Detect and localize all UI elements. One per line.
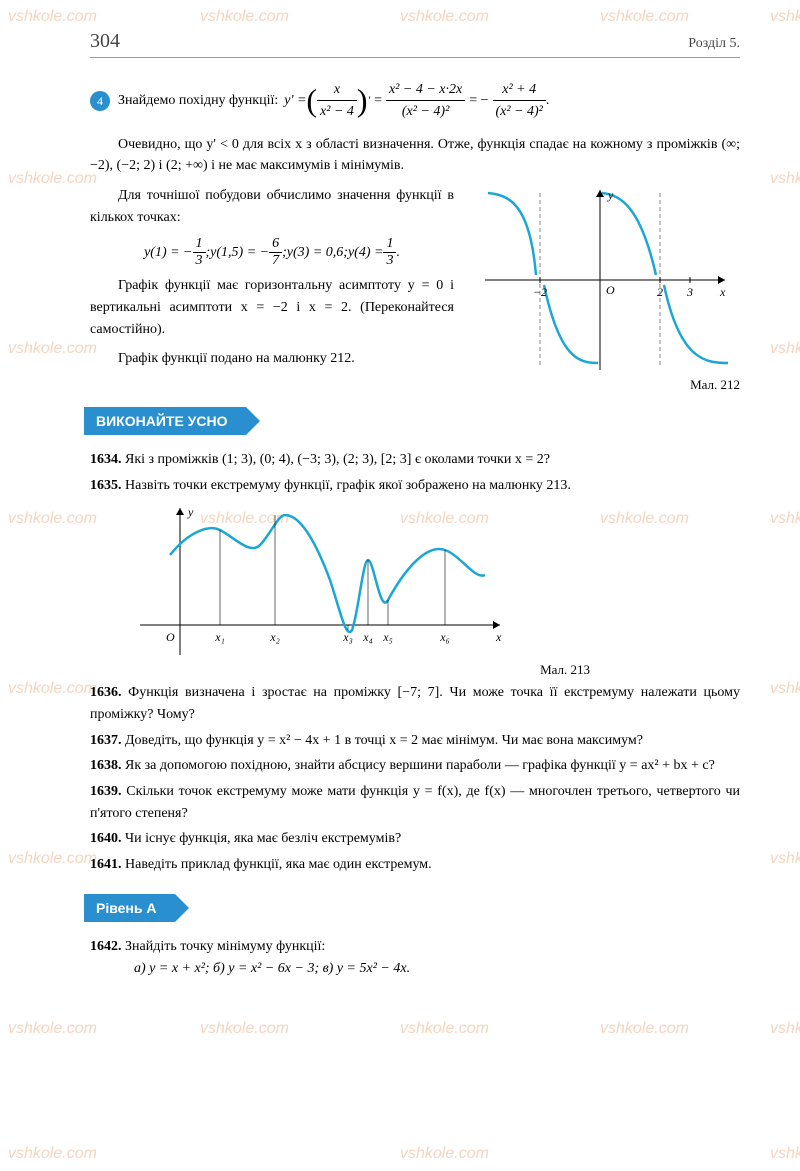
svg-text:x₂: x₂	[269, 630, 280, 644]
ribbon-level-a: Рівень А	[84, 894, 175, 922]
ex-1638: 1638. Як за допомогою похідною, знайти а…	[90, 755, 740, 777]
deriv-dot: .	[546, 90, 550, 112]
para-left2: Графік функції має горизонтальну асимпто…	[90, 275, 454, 340]
para-left3: Графік функції подано на малюнку 212.	[90, 348, 454, 370]
svg-text:2: 2	[657, 285, 663, 299]
figure-212: −2 2 3 Oy x Мал. 212	[480, 185, 740, 393]
svg-text:x₁: x₁	[214, 630, 225, 644]
eq1: =	[374, 90, 382, 112]
deriv-frac1: x x² − 4	[317, 79, 357, 123]
values-line: y(1) = − 13 ; y(1,5) = − 67 ; y(3) = 0,6…	[90, 236, 454, 269]
prime: '	[368, 92, 371, 110]
ex-1641: 1641. Наведіть приклад функції, яка має …	[90, 854, 740, 876]
ex-1640: 1640. Чи існує функція, яка має безліч е…	[90, 828, 740, 850]
svg-text:O: O	[166, 630, 175, 644]
ex-1639: 1639. Скільки точок екстремуму може мати…	[90, 781, 740, 824]
paren-r: )	[357, 76, 368, 126]
ex-1637: 1637. Доведіть, що функція y = x² − 4x +…	[90, 730, 740, 752]
fig212-caption: Мал. 212	[480, 377, 740, 393]
chapter-label: Розділ 5.	[688, 36, 740, 52]
ex-1634: 1634. Які з проміжків (1; 3), (0; 4), (−…	[90, 449, 740, 471]
svg-text:x₆: x₆	[439, 630, 450, 644]
fig213-caption: Мал. 213	[90, 662, 590, 678]
svg-text:−2: −2	[533, 285, 547, 299]
svg-text:x: x	[495, 630, 502, 644]
para-left1: Для точнішої побудови обчислимо значення…	[90, 185, 454, 228]
para-obvious: Очевидно, що y' < 0 для всіх x з області…	[90, 134, 740, 177]
svg-text:x₄: x₄	[362, 630, 373, 644]
derivative-line: 4 Знайдемо похідну функції: y' = ( x x² …	[90, 76, 740, 126]
deriv-frac3: x² + 4 (x² − 4)²	[493, 79, 546, 123]
ex-1642: 1642. Знайдіть точку мінімуму функції: а…	[90, 936, 740, 979]
page-header: 304 Розділ 5.	[90, 30, 740, 58]
page-number: 304	[90, 30, 120, 53]
step-badge: 4	[90, 91, 110, 111]
svg-text:y: y	[607, 188, 614, 202]
ribbon-oral: ВИКОНАЙТЕ УСНО	[84, 407, 246, 435]
deriv-intro: Знайдемо похідну функції:	[118, 90, 278, 112]
paren-l: (	[306, 76, 317, 126]
ex-1635: 1635. Назвіть точки екстремуму функції, …	[90, 475, 740, 497]
svg-text:x: x	[719, 285, 726, 299]
svg-text:O: O	[606, 283, 615, 297]
svg-text:x₅: x₅	[382, 630, 393, 644]
svg-text:y: y	[187, 505, 194, 519]
deriv-frac2: x² − 4 − x·2x (x² − 4)²	[386, 79, 465, 123]
svg-text:3: 3	[686, 285, 693, 299]
deriv-lhs: y' =	[284, 90, 306, 112]
svg-text:x₃: x₃	[342, 630, 353, 644]
eq2: = −	[469, 90, 488, 112]
ex-1636: 1636. Функція визначена і зростає на про…	[90, 682, 740, 725]
figure-213: x₁ x₂ x₃ x₄ x₅ x₆ Oy x	[130, 500, 740, 660]
